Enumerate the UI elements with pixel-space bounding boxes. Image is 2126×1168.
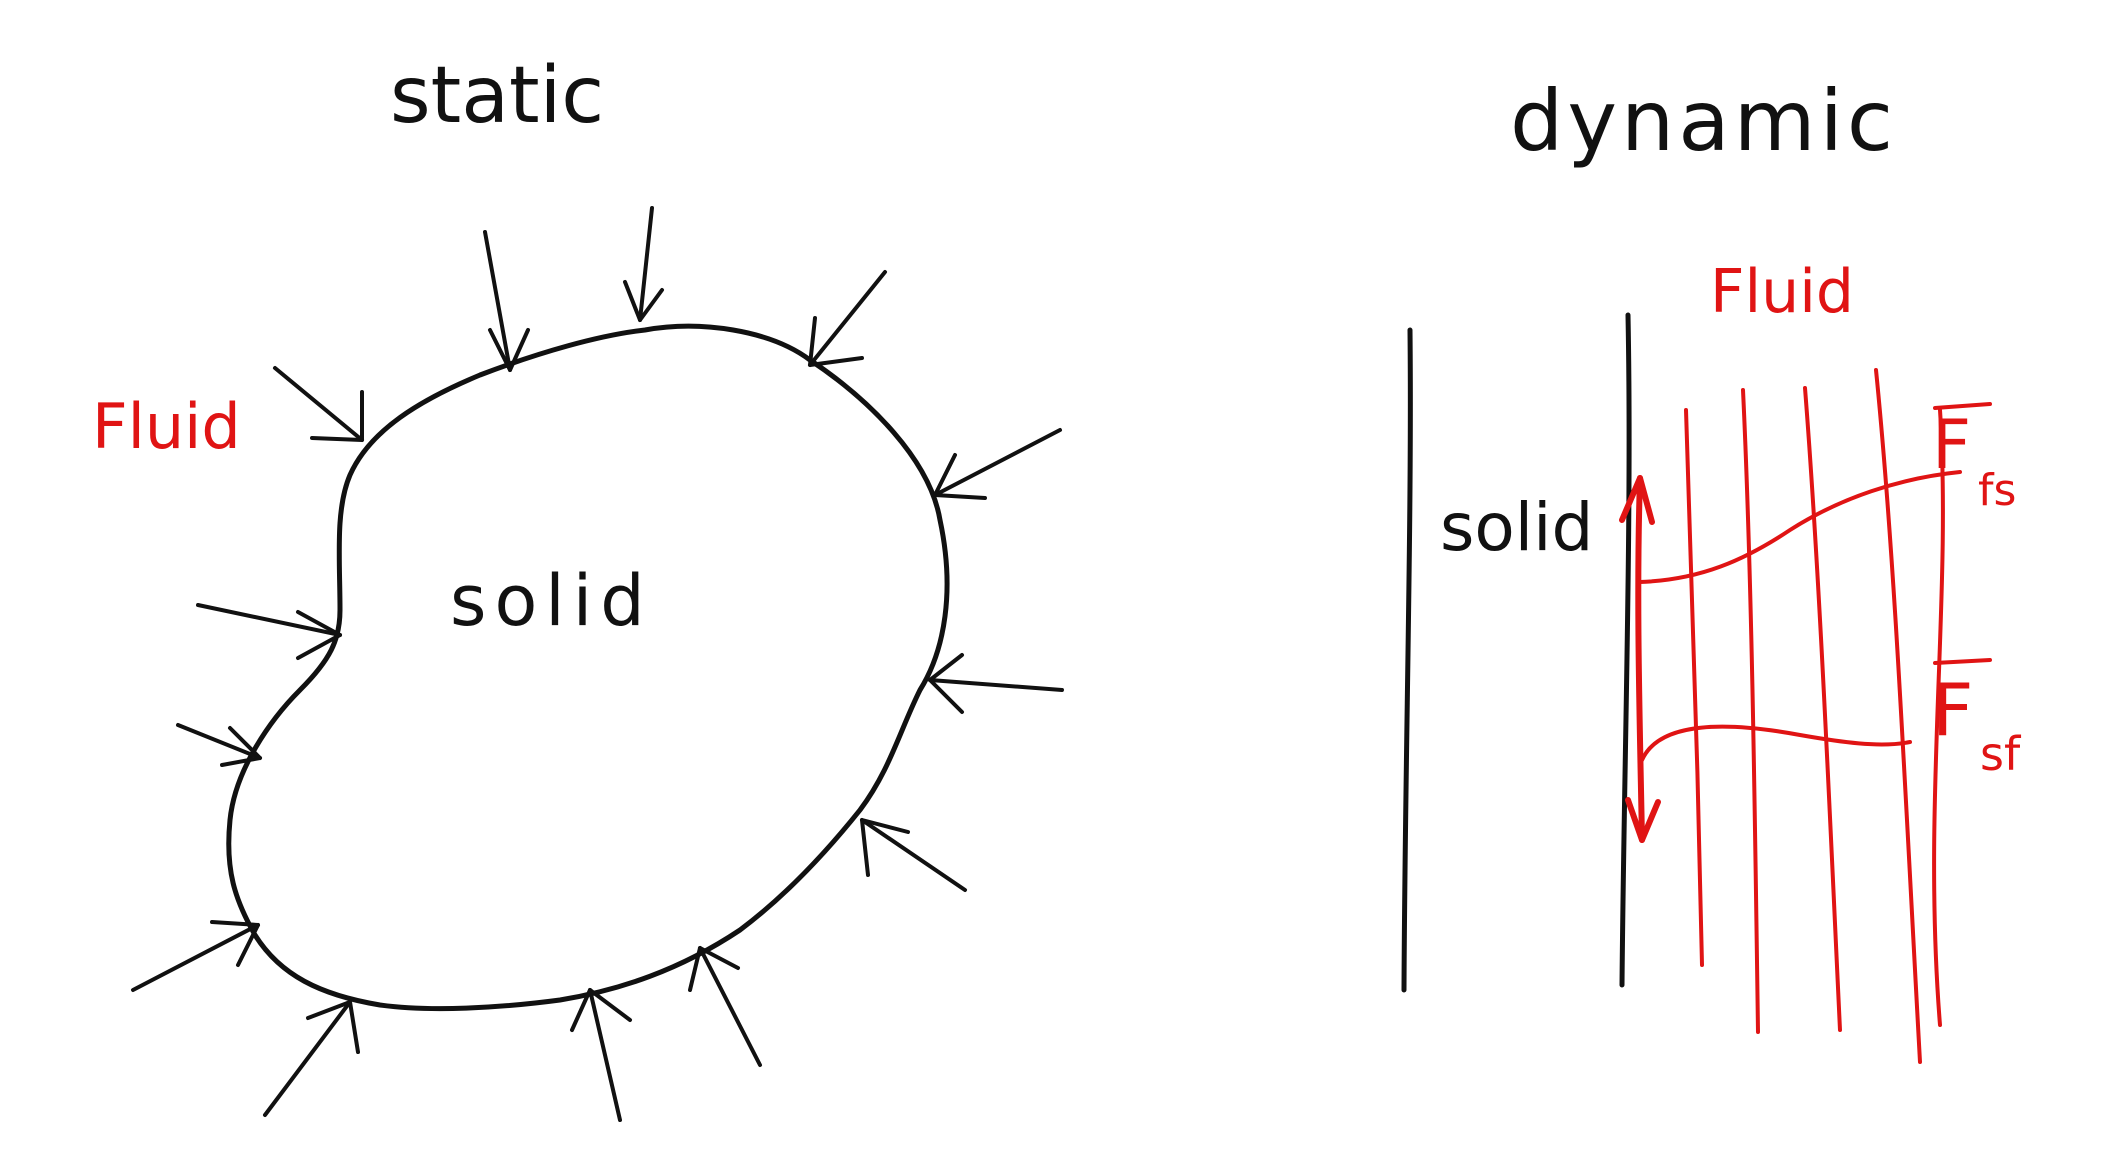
- pressure-arrow: [196, 603, 342, 660]
- dynamic-solid-right-edge: [1619, 312, 1632, 988]
- force-sf-symbol: F: [1932, 668, 1973, 752]
- pressure-arrow: [933, 428, 1062, 500]
- streamline: [1803, 386, 1842, 1032]
- force-fs-leader: [1638, 470, 1962, 584]
- pressure-arrow: [808, 270, 887, 367]
- dynamic-title: dynamic: [1510, 72, 1897, 170]
- pressure-arrow: [273, 366, 364, 442]
- pressure-arrow: [860, 818, 967, 892]
- dynamic-solid-left-edge: [1401, 327, 1413, 993]
- streamline: [1684, 408, 1704, 967]
- force-fluid-on-solid-label: F fs: [1932, 402, 2016, 516]
- static-solid-label: solid: [450, 560, 653, 642]
- pressure-arrow: [176, 723, 262, 767]
- pressure-arrow: [483, 230, 530, 372]
- streamline: [1741, 388, 1760, 1034]
- dynamic-fluid-label: Fluid: [1710, 257, 1854, 327]
- force-sf-subscript: sf: [1980, 727, 2022, 781]
- pressure-arrow: [688, 946, 762, 1067]
- static-panel: static solid Fluid: [92, 51, 1064, 1122]
- dynamic-solid-label: solid: [1440, 489, 1593, 566]
- streamline: [1874, 368, 1922, 1064]
- force-sf-leader: [1640, 724, 1912, 762]
- pressure-arrow: [131, 920, 260, 992]
- static-solid-boundary: [226, 323, 950, 1012]
- dynamic-panel: dynamic solid Fluid F fs: [1401, 72, 2022, 1064]
- pressure-arrow: [570, 988, 632, 1122]
- pressure-arrow: [623, 206, 664, 322]
- interface-shear-arrow: [1619, 475, 1661, 843]
- static-title: static: [390, 51, 604, 141]
- static-pressure-arrows: [131, 206, 1064, 1122]
- pressure-arrow: [263, 1000, 360, 1117]
- pressure-arrow: [928, 653, 1064, 714]
- static-fluid-label: Fluid: [92, 390, 241, 463]
- streamline: [1932, 408, 1945, 1027]
- force-fs-symbol: F: [1932, 406, 1971, 485]
- fluid-streamlines: [1684, 368, 1945, 1064]
- force-solid-on-fluid-label: F sf: [1932, 658, 2022, 781]
- force-fs-subscript: fs: [1978, 465, 2016, 516]
